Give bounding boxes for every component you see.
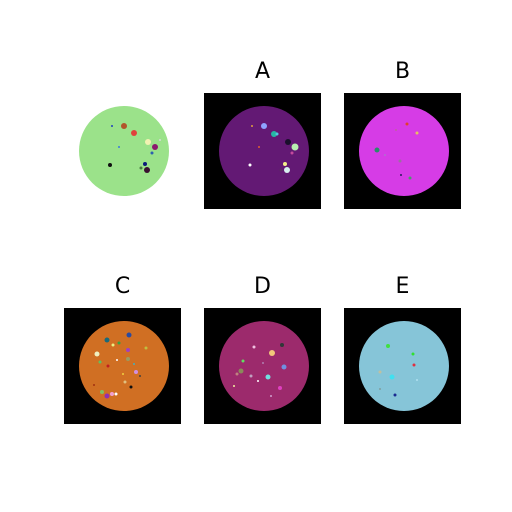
option-a-dot <box>271 131 277 137</box>
option-label-e: E <box>395 274 410 299</box>
reference-disk <box>79 106 169 196</box>
option-label-c: C <box>114 274 131 299</box>
reference-dot <box>144 167 150 173</box>
option-e-dot <box>389 374 395 380</box>
option-e-dot <box>379 388 381 390</box>
option-c-dot <box>129 385 133 389</box>
reference-dot <box>150 151 154 155</box>
reference-dot <box>108 163 112 167</box>
option-e-dot <box>386 344 390 348</box>
option-d-disk <box>219 321 309 411</box>
option-image-c[interactable] <box>64 308 181 424</box>
option-a-dot <box>283 162 287 166</box>
option-d-dot <box>233 385 235 387</box>
option-d-dot <box>278 386 282 390</box>
option-e-disk <box>359 321 449 411</box>
option-c-dot <box>126 357 130 361</box>
option-c-dot <box>117 341 121 345</box>
option-d-dot <box>241 359 245 363</box>
option-c-dot <box>106 364 110 368</box>
option-c-dot <box>144 346 148 350</box>
option-a-dot <box>251 125 253 127</box>
reference-dot <box>111 125 113 127</box>
reference-dot <box>118 146 120 148</box>
option-b-dot <box>374 147 380 153</box>
option-c-dot <box>93 384 95 386</box>
option-c-dot <box>104 337 110 343</box>
reference-dot <box>152 144 158 150</box>
option-d-dot <box>249 374 253 378</box>
option-c-dot <box>114 392 118 396</box>
option-label-b: B <box>394 59 411 84</box>
option-d-dot <box>280 343 284 347</box>
option-d-dot <box>270 395 272 397</box>
option-b-dot <box>400 174 402 176</box>
option-c-dot <box>139 375 141 377</box>
option-d-dot <box>265 374 271 380</box>
option-e-svg <box>344 308 461 424</box>
reference-dot <box>121 123 127 129</box>
option-c-dot <box>110 392 114 396</box>
option-d-dot <box>262 362 264 364</box>
option-c-dot <box>104 393 110 399</box>
option-b-dot <box>384 154 386 156</box>
option-c-dot <box>98 360 102 364</box>
option-b-disk <box>359 106 449 196</box>
option-c-disk <box>79 321 169 411</box>
option-d-svg <box>204 308 321 424</box>
option-c-dot <box>126 332 132 338</box>
option-b-dot <box>405 122 409 126</box>
option-a-dot <box>284 167 290 173</box>
option-c-dot <box>134 370 138 374</box>
option-e-dot <box>416 379 418 381</box>
option-a-dot <box>258 146 260 148</box>
option-d-dot <box>257 380 259 382</box>
option-b-dot <box>398 159 402 163</box>
option-e-dot <box>378 370 382 374</box>
option-image-e[interactable] <box>344 308 461 424</box>
reference-dot <box>131 130 137 136</box>
option-a-dot <box>248 163 252 167</box>
reference-dot <box>143 162 147 166</box>
option-c-dot <box>94 351 100 357</box>
option-b-dot <box>395 129 397 131</box>
option-d-dot <box>252 345 256 349</box>
reference-dot <box>139 166 143 170</box>
option-d-dot <box>238 368 244 374</box>
option-e-dot <box>393 393 397 397</box>
reference-svg <box>64 93 181 209</box>
option-c-dot <box>123 380 127 384</box>
option-image-b[interactable] <box>344 93 461 209</box>
option-a-dot <box>261 123 267 129</box>
option-d-dot <box>281 364 287 370</box>
option-c-dot <box>116 359 118 361</box>
option-a-dot <box>275 132 279 136</box>
option-b-svg <box>344 93 461 209</box>
option-d-dot <box>235 372 239 376</box>
option-b-dot <box>415 131 419 135</box>
reference-dot <box>145 139 151 145</box>
option-c-dot <box>100 390 104 394</box>
option-a-dot <box>279 168 283 172</box>
option-a-dot <box>285 139 291 145</box>
option-c-svg <box>64 308 181 424</box>
option-c-dot <box>122 373 124 375</box>
option-image-a[interactable] <box>204 93 321 209</box>
reference-dot <box>159 139 161 141</box>
option-a-disk <box>219 106 309 196</box>
option-c-dot <box>111 343 115 347</box>
option-b-dot <box>408 176 412 180</box>
option-e-dot <box>412 363 416 367</box>
option-a-svg <box>204 93 321 209</box>
option-d-dot <box>269 350 275 356</box>
reference-image <box>64 93 181 209</box>
option-a-dot <box>291 143 299 151</box>
option-c-dot <box>126 348 130 352</box>
option-image-d[interactable] <box>204 308 321 424</box>
option-a-dot <box>290 151 294 155</box>
option-label-a: A <box>254 59 271 84</box>
option-e-dot <box>411 352 415 356</box>
option-c-dot <box>133 363 135 365</box>
option-label-d: D <box>254 274 271 299</box>
